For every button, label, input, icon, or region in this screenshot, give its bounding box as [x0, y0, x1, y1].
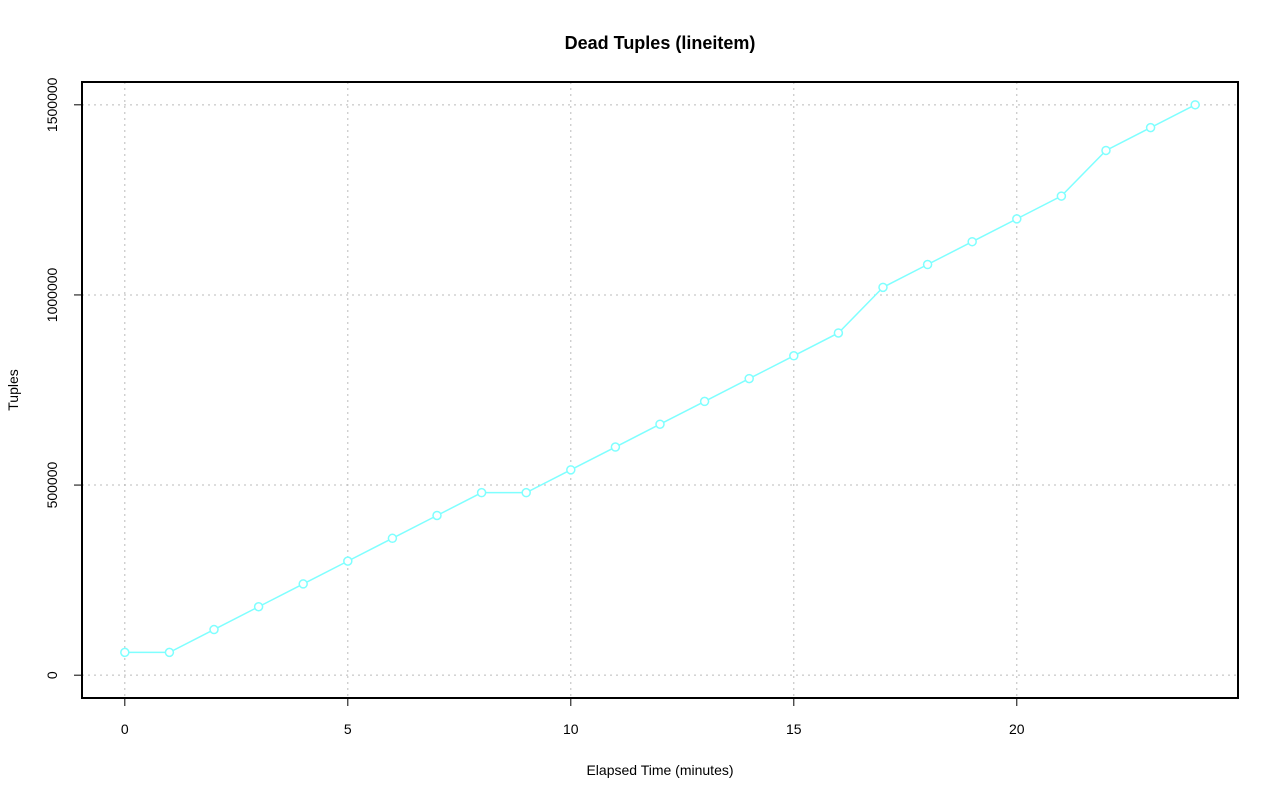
x-tick-label: 20: [1009, 721, 1025, 737]
point: [1190, 100, 1200, 110]
point: [922, 259, 933, 270]
plot-frame: [81, 81, 1239, 699]
x-tick-label: 10: [563, 721, 579, 737]
point: [566, 465, 576, 475]
point: [610, 442, 621, 452]
point: [1012, 214, 1022, 224]
y-tick-label: 0: [44, 671, 60, 679]
y-tick-label: 1500000: [44, 77, 60, 132]
point: [744, 373, 754, 384]
point: [521, 487, 531, 498]
point: [120, 647, 130, 658]
point: [1056, 191, 1067, 201]
point: [387, 533, 398, 544]
point: [343, 556, 353, 566]
point: [253, 601, 264, 612]
point: [789, 351, 799, 361]
point: [1145, 122, 1156, 133]
point: [967, 236, 977, 247]
x-tick-label: 15: [786, 721, 802, 737]
point: [209, 624, 219, 635]
point: [1101, 145, 1111, 156]
y-tick-label: 500000: [44, 461, 60, 508]
point: [164, 647, 175, 658]
y-tick-label: 1000000: [44, 267, 60, 322]
y-axis-label: Tuples: [5, 369, 21, 411]
series-line: [124, 104, 1196, 654]
point: [878, 282, 888, 293]
point: [476, 487, 487, 498]
point: [298, 579, 308, 589]
point: [833, 328, 844, 338]
x-axis-label: Elapsed Time (minutes): [586, 762, 733, 778]
x-tick-label: 5: [344, 721, 352, 737]
x-tick-label: 0: [121, 721, 129, 737]
chart-title: Dead Tuples (lineitem): [565, 33, 756, 53]
point: [655, 419, 665, 429]
point: [432, 510, 442, 521]
point: [699, 396, 710, 407]
